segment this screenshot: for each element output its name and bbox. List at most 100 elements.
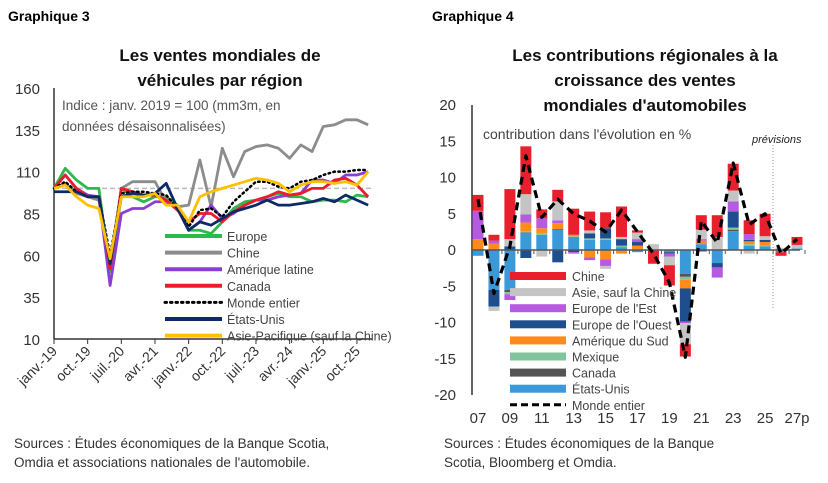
bar-segment [727, 211, 739, 228]
legend-swatch [510, 272, 566, 280]
bar-segment [695, 244, 707, 250]
forecast-annotation: prévisions [751, 134, 802, 146]
bar-segment [743, 220, 755, 235]
bar-segment [536, 250, 548, 257]
bar-segment [743, 244, 755, 246]
chart-subtitle: contribution dans l'évolution en % [483, 126, 691, 142]
chart4-source: Sources : Études économiques de la Banqu… [444, 434, 714, 472]
bar-segment [743, 234, 755, 240]
bar-segment [552, 220, 564, 224]
bar-segment [695, 239, 707, 241]
y-tick-label: 135 [15, 123, 40, 140]
bar-segment [616, 206, 628, 237]
bar-segment [727, 231, 739, 250]
bar-segment [663, 250, 675, 253]
bar-segment [679, 250, 691, 274]
x-tick-label: 21 [693, 410, 710, 427]
x-tick-label: 09 [502, 410, 519, 427]
bar-segment [679, 323, 691, 345]
y-tick-label: 10 [439, 170, 456, 187]
y-tick-label: -15 [434, 351, 456, 368]
bar-segment [632, 245, 643, 250]
bar-segment [600, 259, 612, 266]
bar-segment [520, 233, 532, 250]
bar-segment [600, 239, 612, 250]
chart3-label: Graphique 3 [8, 8, 90, 24]
bar-segment [536, 234, 548, 250]
bar-segment [711, 250, 723, 264]
y-tick-label: 110 [16, 165, 40, 182]
x-tick-label: 23 [725, 410, 742, 427]
bar-segment [600, 238, 612, 240]
chart-subtitle: données désaisonnalisées) [62, 119, 226, 134]
bar-segment [695, 240, 707, 245]
bar-segment [791, 244, 803, 249]
chart4-title-line: croissance des ventes [554, 71, 736, 90]
bar-segment [488, 306, 500, 311]
bar-segment [600, 212, 612, 229]
series-line-asie-pacifique-sauf-la-chine- [53, 170, 370, 261]
y-tick-label: 60 [23, 248, 40, 265]
legend-label: Europe de l'Ouest [572, 318, 672, 332]
bar-segment [616, 245, 628, 248]
bar-segment [584, 239, 596, 250]
chart4-title-line: mondiales d'automobiles [543, 96, 747, 115]
bar-segment [520, 231, 532, 233]
bar-segment [568, 234, 580, 237]
bar-segment [472, 250, 484, 256]
legend-label: Canada [227, 280, 271, 294]
bar-segment [759, 242, 771, 246]
bar-segment [679, 276, 691, 280]
legend-label: Europe de l'Est [572, 302, 657, 316]
bar-segment [520, 194, 532, 215]
bar-segment [632, 242, 643, 246]
bar-segment [504, 289, 516, 293]
bar-segment [727, 227, 739, 230]
bar-segment [775, 252, 787, 256]
bar-segment [520, 146, 532, 195]
source-line: Sources : Études économiques de la Banqu… [14, 436, 330, 451]
bar-segment [695, 229, 707, 240]
chart3-title-line: véhicules par région [137, 71, 303, 90]
y-tick-label: 20 [439, 97, 456, 114]
legend-label: États-Unis [227, 312, 285, 327]
y-tick-label: 0 [448, 242, 456, 259]
x-tick-label: 15 [597, 410, 614, 427]
bar-segment [743, 239, 755, 242]
bar-segment [584, 238, 596, 240]
bar-segment [616, 247, 628, 250]
bar-segment [647, 244, 659, 250]
bar-segment [632, 230, 643, 233]
bar-segment [520, 250, 532, 258]
bar-segment [711, 236, 723, 250]
legend-label: Monde entier [227, 296, 300, 310]
y-tick-label: 85 [23, 207, 40, 224]
bar-segment [759, 236, 771, 240]
bar-segment [743, 241, 755, 245]
legend-label: Asie-Pacifique (sauf la Chine) [227, 330, 392, 344]
bar-segment [727, 163, 739, 191]
legend-label: Asie, sauf la Chine [572, 286, 676, 300]
chart4-label: Graphique 4 [432, 8, 514, 24]
legend-swatch [510, 288, 566, 297]
y-tick-label: -20 [434, 387, 456, 404]
legend-label: Amérique du Sud [572, 334, 669, 348]
bar-segment [552, 201, 564, 221]
bar-segment [568, 236, 580, 250]
x-tick-label: 13 [565, 410, 582, 427]
y-tick-label: 35 [23, 290, 40, 307]
bar-segment [536, 209, 548, 219]
bar-segment [488, 243, 500, 250]
bar-segment [488, 240, 500, 244]
legend-label: Monde entier [572, 399, 645, 413]
y-tick-label: 160 [15, 81, 40, 98]
legend-swatch [510, 368, 566, 377]
bar-segment [552, 229, 564, 250]
y-tick-label: -10 [434, 315, 456, 332]
legend-swatch [510, 384, 566, 393]
bar-segment [632, 232, 643, 240]
x-tick-label: 25 [757, 410, 774, 427]
bar-segment [488, 250, 500, 290]
